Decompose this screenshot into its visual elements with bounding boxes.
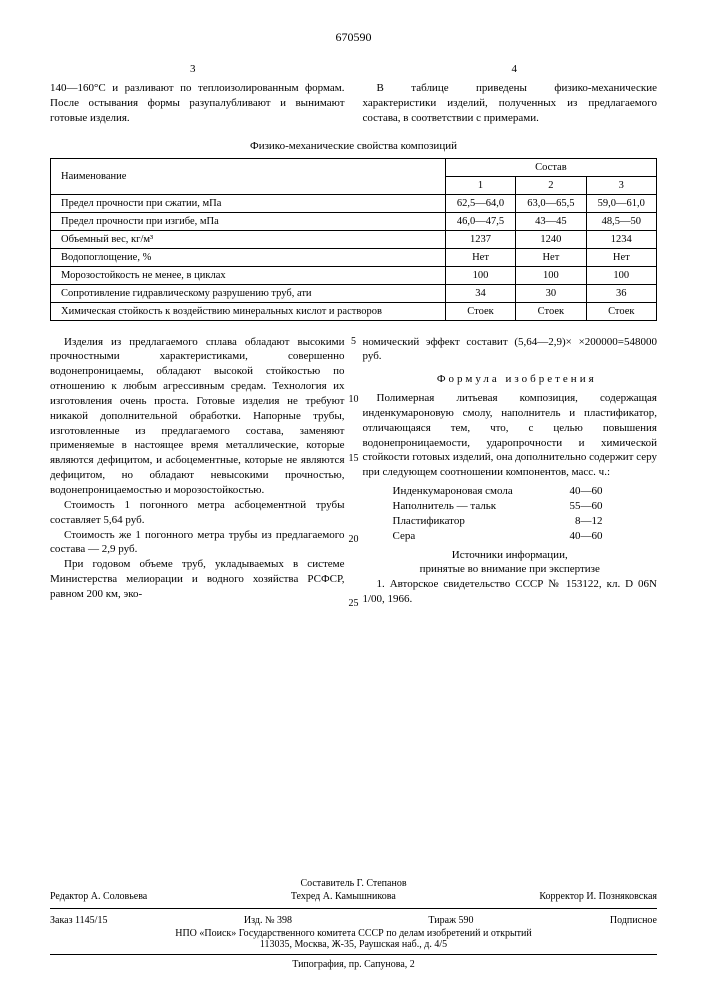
cell-value: 30 [516, 284, 586, 302]
ingredient-row: Сера40—60 [393, 529, 603, 544]
cell-name: Химическая стойкость к воздействию минер… [51, 302, 446, 320]
ingredient-row: Пластификатор8—12 [393, 514, 603, 529]
page-numbers: 3 4 [50, 63, 657, 75]
cell-name: Водопоглощение, % [51, 248, 446, 266]
table-row: Сопротивление гидравлическому разрушению… [51, 284, 657, 302]
intro-left: 140—160°С и разливают по теплоизолирован… [50, 81, 345, 126]
table-row: Объемный вес, кг/м³123712401234 [51, 230, 657, 248]
doc-number: 670590 [50, 30, 657, 45]
cell-value: Стоек [445, 302, 515, 320]
cell-value: 34 [445, 284, 515, 302]
table-row: Предел прочности при сжатии, мПа62,5—64,… [51, 194, 657, 212]
sources-item: 1. Авторское свидетельство СССР № 153122… [363, 577, 658, 607]
line-num: 15 [349, 454, 359, 464]
footer-subscribe: Подписное [610, 915, 657, 926]
footer-corrector: Корректор И. Позняковская [539, 891, 657, 902]
body-para: Стоимость 1 погонного метра асбоцементно… [50, 498, 345, 528]
body-para: При годовом объеме труб, укладываемых в … [50, 557, 345, 602]
page-right: 4 [512, 63, 518, 75]
formula-title: Формула изобретения [363, 372, 658, 387]
footer-techred: Техред А. Камышникова [291, 891, 396, 902]
cell-value: 63,0—65,5 [516, 194, 586, 212]
body-para: Полимерная литьевая композиция, содержащ… [363, 391, 658, 480]
cell-value: 59,0—61,0 [586, 194, 656, 212]
cell-value: 1234 [586, 230, 656, 248]
table-row: Морозостойкость не менее, в циклах100100… [51, 266, 657, 284]
cell-value: 1237 [445, 230, 515, 248]
footer-izd: Изд. № 398 [244, 915, 292, 926]
body-para: Стоимость же 1 погонного метра трубы из … [50, 528, 345, 558]
body-left: Изделия из предлагаемого сплава обладают… [50, 335, 345, 607]
table-caption: Физико-механические свойства композиций [50, 140, 657, 152]
cell-value: Нет [445, 248, 515, 266]
cell-value: Стоек [586, 302, 656, 320]
ingredient-row: Инденкумароновая смола40—60 [393, 484, 603, 499]
line-num: 10 [349, 395, 359, 405]
footer-org: НПО «Поиск» Государственного комитета СС… [50, 928, 657, 939]
cell-name: Сопротивление гидравлическому разрушению… [51, 284, 446, 302]
cell-value: 43—45 [516, 212, 586, 230]
cell-value: 100 [516, 266, 586, 284]
intro-columns: 140—160°С и разливают по теплоизолирован… [50, 81, 657, 126]
body-right: номический эффект составит (5,64—2,9)× ×… [363, 335, 658, 607]
cell-name: Морозостойкость не менее, в циклах [51, 266, 446, 284]
body-para: Изделия из предлагаемого сплава обладают… [50, 335, 345, 498]
cell-value: 100 [445, 266, 515, 284]
line-num: 25 [349, 599, 359, 609]
cell-value: Нет [586, 248, 656, 266]
table-row: Предел прочности при изгибе, мПа46,0—47,… [51, 212, 657, 230]
table-row: Химическая стойкость к воздействию минер… [51, 302, 657, 320]
th-col: 2 [516, 176, 586, 194]
footer-typo: Типография, пр. Сапунова, 2 [50, 959, 657, 970]
footer-tirage: Тираж 590 [428, 915, 473, 926]
cell-name: Предел прочности при сжатии, мПа [51, 194, 446, 212]
th-name: Наименование [51, 158, 446, 194]
cell-value: 62,5—64,0 [445, 194, 515, 212]
cell-name: Объемный вес, кг/м³ [51, 230, 446, 248]
cell-value: 46,0—47,5 [445, 212, 515, 230]
th-col: 3 [586, 176, 656, 194]
footer-compiler: Составитель Г. Степанов [50, 878, 657, 889]
cell-name: Предел прочности при изгибе, мПа [51, 212, 446, 230]
page-left: 3 [190, 63, 196, 75]
th-group: Состав [445, 158, 656, 176]
cell-value: 100 [586, 266, 656, 284]
intro-right: В таблице приведены физико-механические … [363, 81, 658, 126]
line-num: 5 [351, 337, 356, 347]
footer-addr: 113035, Москва, Ж-35, Раушская наб., д. … [50, 939, 657, 950]
footer-order: Заказ 1145/15 [50, 915, 107, 926]
body-columns: 5 10 15 20 25 Изделия из предлагаемого с… [50, 335, 657, 607]
sources-sub: принятые во внимание при экспертизе [363, 562, 658, 577]
properties-table: Наименование Состав 1 2 3 Предел прочнос… [50, 158, 657, 321]
body-para: номический эффект составит (5,64—2,9)× ×… [363, 335, 658, 365]
ingredients-list: Инденкумароновая смола40—60Наполнитель —… [393, 484, 658, 543]
footer: Составитель Г. Степанов Редактор А. Соло… [50, 878, 657, 970]
cell-value: 1240 [516, 230, 586, 248]
cell-value: 48,5—50 [586, 212, 656, 230]
line-num: 20 [349, 535, 359, 545]
sources-title: Источники информации, [363, 548, 658, 563]
footer-editor: Редактор А. Соловьева [50, 891, 147, 902]
th-col: 1 [445, 176, 515, 194]
cell-value: Стоек [516, 302, 586, 320]
ingredient-row: Наполнитель — тальк55—60 [393, 499, 603, 514]
cell-value: Нет [516, 248, 586, 266]
cell-value: 36 [586, 284, 656, 302]
table-row: Водопоглощение, %НетНетНет [51, 248, 657, 266]
